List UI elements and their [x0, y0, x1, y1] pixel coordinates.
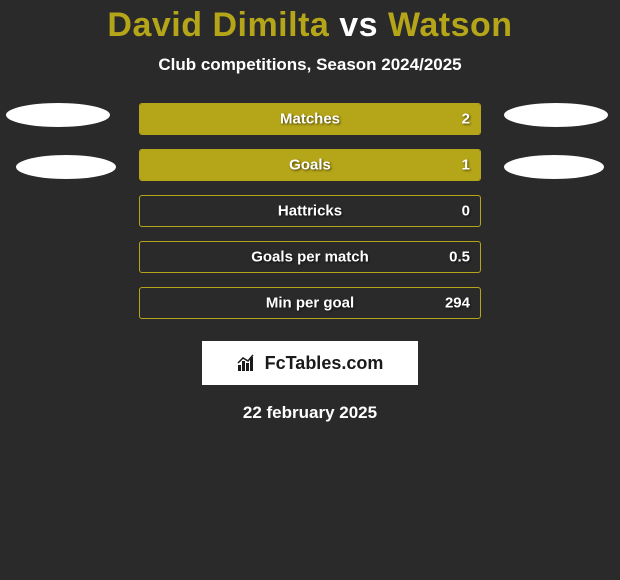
page-title: David Dimilta vs Watson	[107, 6, 512, 45]
stat-row: Goals per match 0.5	[139, 241, 481, 273]
stat-label: Goals per match	[251, 249, 369, 266]
bar-chart-icon	[237, 353, 259, 373]
placeholder-ellipse	[16, 155, 116, 179]
placeholder-ellipse	[504, 155, 604, 179]
stat-value: 0	[462, 203, 470, 220]
placeholder-ellipse	[504, 103, 608, 127]
subtitle: Club competitions, Season 2024/2025	[158, 55, 461, 75]
comparison-card: David Dimilta vs Watson Club competition…	[0, 0, 620, 423]
stat-value: 2	[462, 111, 470, 128]
stat-value: 0.5	[449, 249, 470, 266]
vs-separator: vs	[339, 6, 378, 44]
stat-label: Goals	[289, 157, 331, 174]
stat-row: Matches 2	[139, 103, 481, 135]
stat-row: Min per goal 294	[139, 287, 481, 319]
right-placeholder-shapes	[504, 103, 614, 207]
stats-area: Matches 2 Goals 1 Hattricks 0 Goals per match 0…	[0, 103, 620, 319]
player2-name: Watson	[388, 6, 513, 44]
brand-text: FcTables.com	[265, 353, 384, 374]
brand-badge[interactable]: FcTables.com	[202, 341, 418, 385]
stat-label: Min per goal	[266, 295, 354, 312]
stat-label: Hattricks	[278, 203, 342, 220]
player1-name: David Dimilta	[107, 6, 329, 44]
left-placeholder-shapes	[6, 103, 116, 207]
stat-label: Matches	[280, 111, 340, 128]
stat-row: Hattricks 0	[139, 195, 481, 227]
stat-row: Goals 1	[139, 149, 481, 181]
date-label: 22 february 2025	[243, 403, 377, 423]
stats-list: Matches 2 Goals 1 Hattricks 0 Goals per match 0…	[139, 103, 481, 319]
stat-value: 1	[462, 157, 470, 174]
placeholder-ellipse	[6, 103, 110, 127]
stat-value: 294	[445, 295, 470, 312]
